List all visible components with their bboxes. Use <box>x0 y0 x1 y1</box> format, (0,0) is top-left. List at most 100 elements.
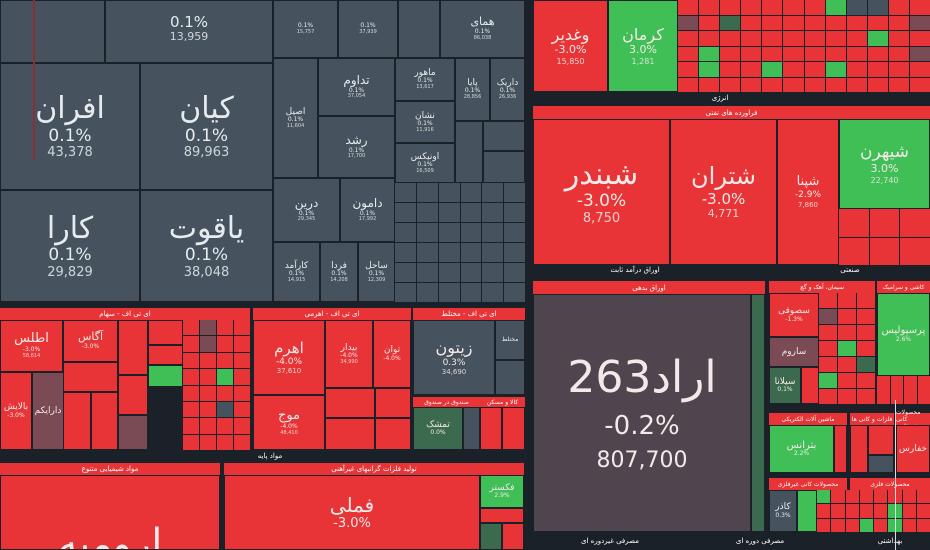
tile-farda[interactable]: فردا 0.1% 14,208 <box>320 242 358 302</box>
tile[interactable] <box>902 518 916 532</box>
tile[interactable] <box>819 309 837 324</box>
tile[interactable] <box>483 121 525 151</box>
tile[interactable] <box>720 15 741 30</box>
tile[interactable] <box>678 62 699 77</box>
tile[interactable] <box>909 46 930 61</box>
tile-batrans[interactable]: بترانس 2.2% <box>769 425 834 473</box>
tile[interactable] <box>751 294 765 532</box>
tile[interactable] <box>831 518 845 532</box>
tile[interactable] <box>504 243 525 262</box>
tile-arouma[interactable]: ارومیه <box>0 475 220 550</box>
tile[interactable] <box>783 15 804 30</box>
tile[interactable] <box>416 263 438 282</box>
tile[interactable] <box>234 385 250 401</box>
tile[interactable] <box>118 320 148 375</box>
tile[interactable] <box>859 518 873 532</box>
tile[interactable] <box>504 263 525 282</box>
tile[interactable] <box>183 434 199 450</box>
tile[interactable] <box>762 46 783 61</box>
tile[interactable] <box>148 345 183 365</box>
tile[interactable] <box>416 223 438 242</box>
tile[interactable] <box>857 325 875 340</box>
tile[interactable] <box>217 369 233 385</box>
tile[interactable] <box>504 183 525 202</box>
tile[interactable] <box>217 320 233 336</box>
tile[interactable] <box>183 401 199 418</box>
tile[interactable] <box>831 504 845 518</box>
tile[interactable] <box>857 373 875 388</box>
tile[interactable] <box>834 425 847 473</box>
tile[interactable] <box>699 0 720 15</box>
tile-mahoor[interactable]: ماهور 0.1% 13,617 <box>395 58 455 101</box>
tile-afran[interactable]: افران 0.1% 43,378 <box>0 63 140 190</box>
tile-daraikam[interactable]: دارایکم <box>32 372 64 450</box>
tile[interactable] <box>868 455 894 473</box>
tile-mokhtalet[interactable]: مختلط <box>495 320 525 360</box>
tile[interactable] <box>217 385 233 401</box>
tile[interactable] <box>504 203 525 222</box>
tile[interactable] <box>783 31 804 46</box>
tile[interactable] <box>699 31 720 46</box>
tile[interactable] <box>877 376 890 404</box>
tile[interactable] <box>888 77 909 92</box>
tile[interactable] <box>909 31 930 46</box>
tile[interactable] <box>838 357 856 372</box>
tile-kerman[interactable]: کرمان 3.0% 1,281 <box>608 0 678 92</box>
tile[interactable] <box>63 392 91 450</box>
tile-paya[interactable]: پایا 0.1% 28,856 <box>455 58 490 121</box>
tile[interactable] <box>869 209 900 237</box>
tile[interactable] <box>797 490 817 532</box>
tile[interactable] <box>819 373 837 388</box>
tile[interactable] <box>325 388 375 418</box>
tile[interactable] <box>819 389 837 404</box>
tile[interactable] <box>741 77 762 92</box>
tile[interactable] <box>819 293 837 308</box>
tile[interactable] <box>398 0 440 58</box>
tile[interactable] <box>817 518 831 532</box>
tile[interactable] <box>395 223 416 242</box>
tile[interactable] <box>916 504 930 518</box>
tile-sasufi[interactable]: سصوفی -1.3% <box>769 293 819 337</box>
tile[interactable] <box>375 418 411 450</box>
tile-mouj[interactable]: موج -4.0% 48,410 <box>253 395 325 450</box>
tile[interactable] <box>482 183 504 202</box>
tile[interactable] <box>438 223 460 242</box>
tile[interactable] <box>900 209 930 237</box>
tile[interactable] <box>857 293 875 308</box>
tile[interactable] <box>148 320 183 345</box>
tile-karamad[interactable]: کارآمد 0.1% 14,915 <box>273 242 320 302</box>
tile[interactable] <box>859 504 873 518</box>
tile[interactable] <box>183 385 199 401</box>
tile[interactable] <box>699 46 720 61</box>
tile[interactable]: 0.1% 37,939 <box>338 0 398 58</box>
tile-bidar[interactable]: بیدار -4.0% 34,990 <box>325 320 373 388</box>
tile[interactable] <box>741 46 762 61</box>
tile[interactable] <box>888 15 909 30</box>
tile[interactable] <box>917 376 930 404</box>
tile[interactable] <box>217 434 233 450</box>
tile-dorrin[interactable]: درین 0.1% 29,345 <box>273 178 340 242</box>
tile[interactable] <box>234 352 250 369</box>
tile[interactable] <box>890 376 903 404</box>
tile[interactable] <box>217 336 233 352</box>
tile[interactable] <box>867 15 888 30</box>
tile[interactable] <box>118 375 148 415</box>
tile[interactable] <box>699 62 720 77</box>
tile[interactable] <box>438 203 460 222</box>
tile[interactable] <box>838 373 856 388</box>
tile[interactable] <box>839 209 869 237</box>
tile[interactable] <box>480 407 502 450</box>
tile[interactable] <box>438 183 460 202</box>
tile-kazar[interactable]: کاذر 0.3% <box>769 490 797 532</box>
tile[interactable] <box>909 0 930 15</box>
tile[interactable] <box>916 518 930 532</box>
tile[interactable] <box>460 263 482 282</box>
tile[interactable]: 0.1% 13,959 <box>105 0 273 63</box>
tile[interactable] <box>909 15 930 30</box>
tile[interactable] <box>678 46 699 61</box>
tile[interactable] <box>874 504 888 518</box>
tile[interactable] <box>63 362 118 392</box>
tile[interactable] <box>460 283 482 302</box>
tile[interactable] <box>502 523 524 550</box>
tile[interactable] <box>416 203 438 222</box>
